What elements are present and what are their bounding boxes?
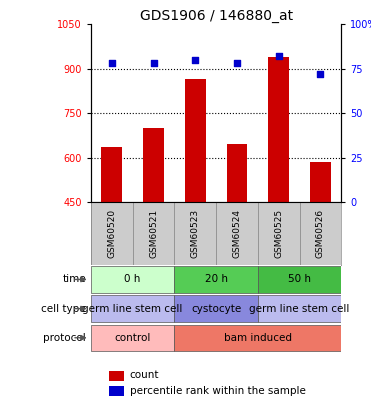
Bar [174,296,258,322]
Text: GSM60525: GSM60525 [274,209,283,258]
Point [234,60,240,67]
Text: GSM60524: GSM60524 [233,209,242,258]
Point [109,60,115,67]
Text: cystocyte: cystocyte [191,304,241,313]
Text: GSM60526: GSM60526 [316,209,325,258]
Text: count: count [130,371,160,380]
Text: GSM60520: GSM60520 [107,209,116,258]
Bar [227,144,247,202]
Bar [91,325,174,351]
Point [318,71,324,77]
Bar [91,266,174,292]
Point [276,53,282,60]
Title: GDS1906 / 146880_at: GDS1906 / 146880_at [139,9,293,23]
Bar [174,325,341,351]
Text: bam induced: bam induced [224,333,292,343]
Text: GSM60521: GSM60521 [149,209,158,258]
Bar [310,162,331,202]
Bar [174,202,216,265]
Text: protocol: protocol [43,333,86,343]
Text: 50 h: 50 h [288,275,311,284]
Bar [216,202,258,265]
Bar [143,128,164,202]
Text: cell type: cell type [41,304,86,313]
Bar [185,79,206,202]
Bar [174,266,258,292]
Bar [91,202,133,265]
Bar [91,296,174,322]
Text: germ line stem cell: germ line stem cell [82,304,183,313]
Bar [258,266,341,292]
Text: 20 h: 20 h [205,275,227,284]
Text: time: time [62,275,86,284]
Text: germ line stem cell: germ line stem cell [249,304,350,313]
Text: control: control [114,333,151,343]
Bar [133,202,174,265]
Text: 0 h: 0 h [124,275,141,284]
Bar [268,57,289,202]
Point [151,59,157,66]
Text: percentile rank within the sample: percentile rank within the sample [130,386,306,396]
Bar [258,202,300,265]
Text: GSM60523: GSM60523 [191,209,200,258]
Bar [101,147,122,202]
Point [192,57,198,63]
Bar [300,202,341,265]
Bar [258,296,341,322]
